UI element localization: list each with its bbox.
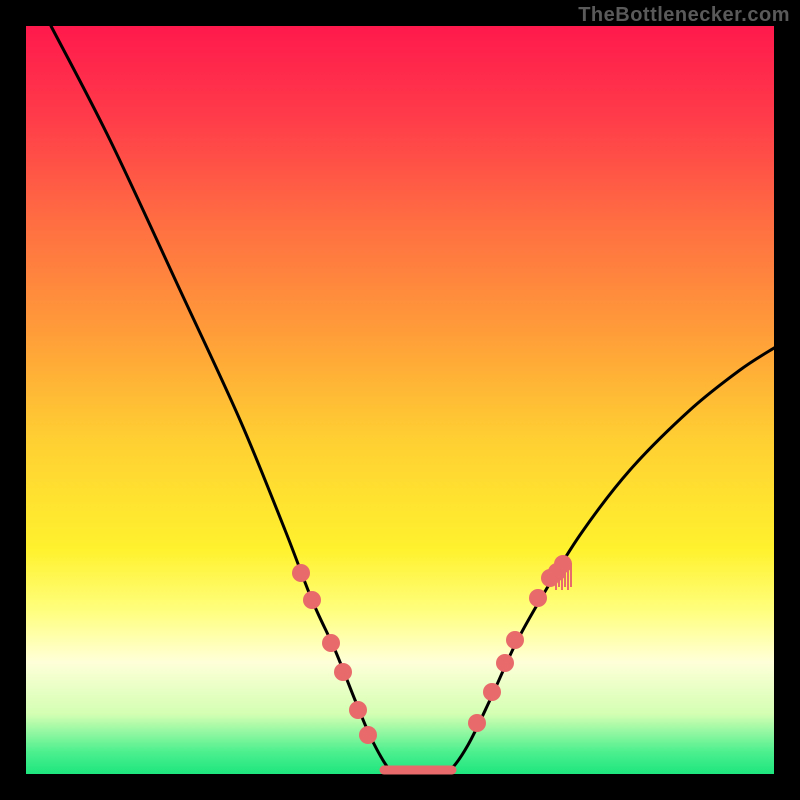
chart-stage: TheBottlenecker.com (0, 0, 800, 800)
watermark-text: TheBottlenecker.com (578, 4, 790, 27)
gradient-background (26, 26, 774, 774)
